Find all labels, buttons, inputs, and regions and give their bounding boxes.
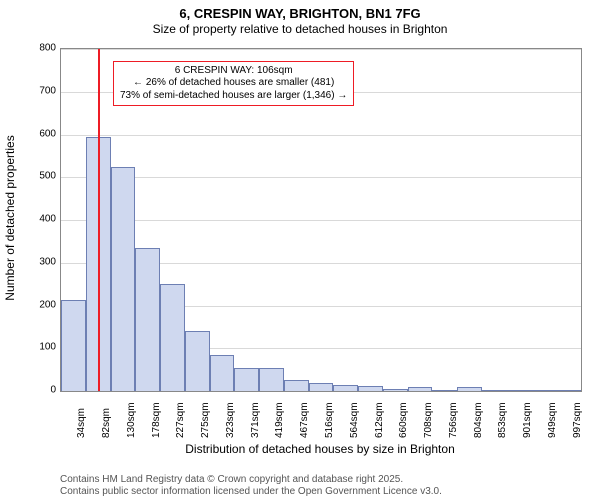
histogram-bar — [531, 390, 556, 391]
histogram-bar — [61, 300, 86, 391]
annotation-line: 6 CRESPIN WAY: 106sqm — [120, 65, 347, 78]
x-tick-label: 564sqm — [349, 402, 360, 438]
gridline — [61, 220, 581, 221]
histogram-bar — [210, 355, 235, 391]
gridline — [61, 135, 581, 136]
title-line2: Size of property relative to detached ho… — [153, 22, 448, 36]
histogram-bar — [111, 167, 136, 391]
x-tick-label: 227sqm — [175, 402, 186, 438]
x-tick-label: 949sqm — [547, 402, 558, 438]
histogram-bar — [185, 331, 210, 391]
y-tick-label: 400 — [2, 214, 56, 225]
histogram-bar — [507, 390, 532, 391]
property-marker-line — [98, 49, 100, 391]
x-tick-label: 997sqm — [572, 402, 583, 438]
y-tick-label: 700 — [2, 85, 56, 96]
y-tick-label: 500 — [2, 171, 56, 182]
y-tick-label: 300 — [2, 256, 56, 267]
x-tick-label: 516sqm — [324, 402, 335, 438]
y-tick-label: 0 — [2, 385, 56, 396]
histogram-bar — [284, 380, 309, 391]
histogram-bar — [259, 368, 284, 392]
x-axis-label: Distribution of detached houses by size … — [60, 442, 580, 456]
x-tick-label: 34sqm — [76, 408, 87, 438]
x-tick-label: 82sqm — [101, 408, 112, 438]
x-tick-label: 419sqm — [274, 402, 285, 438]
y-tick-label: 100 — [2, 342, 56, 353]
histogram-bar — [160, 284, 185, 391]
annotation-line: ← 26% of detached houses are smaller (48… — [120, 77, 347, 90]
histogram-bar — [234, 368, 259, 392]
x-tick-label: 371sqm — [250, 402, 261, 438]
footer-attribution: Contains HM Land Registry data © Crown c… — [60, 474, 442, 498]
histogram-bar — [408, 387, 433, 391]
chart-subtitle: Size of property relative to detached ho… — [0, 22, 600, 42]
x-tick-label: 275sqm — [200, 402, 211, 438]
y-ticks: 0100200300400500600700800 — [0, 48, 60, 390]
histogram-bar — [482, 390, 507, 391]
histogram-bar — [556, 390, 581, 391]
footer-line2: Contains public sector information licen… — [60, 486, 442, 498]
y-tick-label: 600 — [2, 128, 56, 139]
histogram-bar — [383, 389, 408, 391]
x-tick-label: 323sqm — [225, 402, 236, 438]
x-tick-label: 660sqm — [398, 402, 409, 438]
annotation-line: 73% of semi-detached houses are larger (… — [120, 90, 347, 103]
x-tick-label: 804sqm — [473, 402, 484, 438]
y-tick-label: 800 — [2, 43, 56, 54]
histogram-bar — [457, 387, 482, 391]
histogram-bar — [309, 383, 334, 391]
footer-line1: Contains HM Land Registry data © Crown c… — [60, 474, 442, 486]
x-tick-label: 901sqm — [522, 402, 533, 438]
x-tick-label: 178sqm — [151, 402, 162, 438]
y-tick-label: 200 — [2, 299, 56, 310]
histogram-bar — [432, 390, 457, 391]
plot-area: 6 CRESPIN WAY: 106sqm← 26% of detached h… — [60, 48, 582, 392]
x-tick-label: 612sqm — [374, 402, 385, 438]
histogram-bar — [358, 386, 383, 391]
x-tick-label: 853sqm — [497, 402, 508, 438]
histogram-bar — [135, 248, 160, 391]
gridline — [61, 177, 581, 178]
x-tick-label: 467sqm — [299, 402, 310, 438]
title-line1: 6, CRESPIN WAY, BRIGHTON, BN1 7FG — [179, 6, 420, 21]
histogram-bar — [333, 385, 358, 391]
gridline — [61, 49, 581, 50]
annotation-box: 6 CRESPIN WAY: 106sqm← 26% of detached h… — [113, 61, 354, 107]
x-tick-label: 756sqm — [448, 402, 459, 438]
chart-title: 6, CRESPIN WAY, BRIGHTON, BN1 7FG — [0, 0, 600, 22]
x-tick-label: 708sqm — [423, 402, 434, 438]
x-tick-label: 130sqm — [126, 402, 137, 438]
